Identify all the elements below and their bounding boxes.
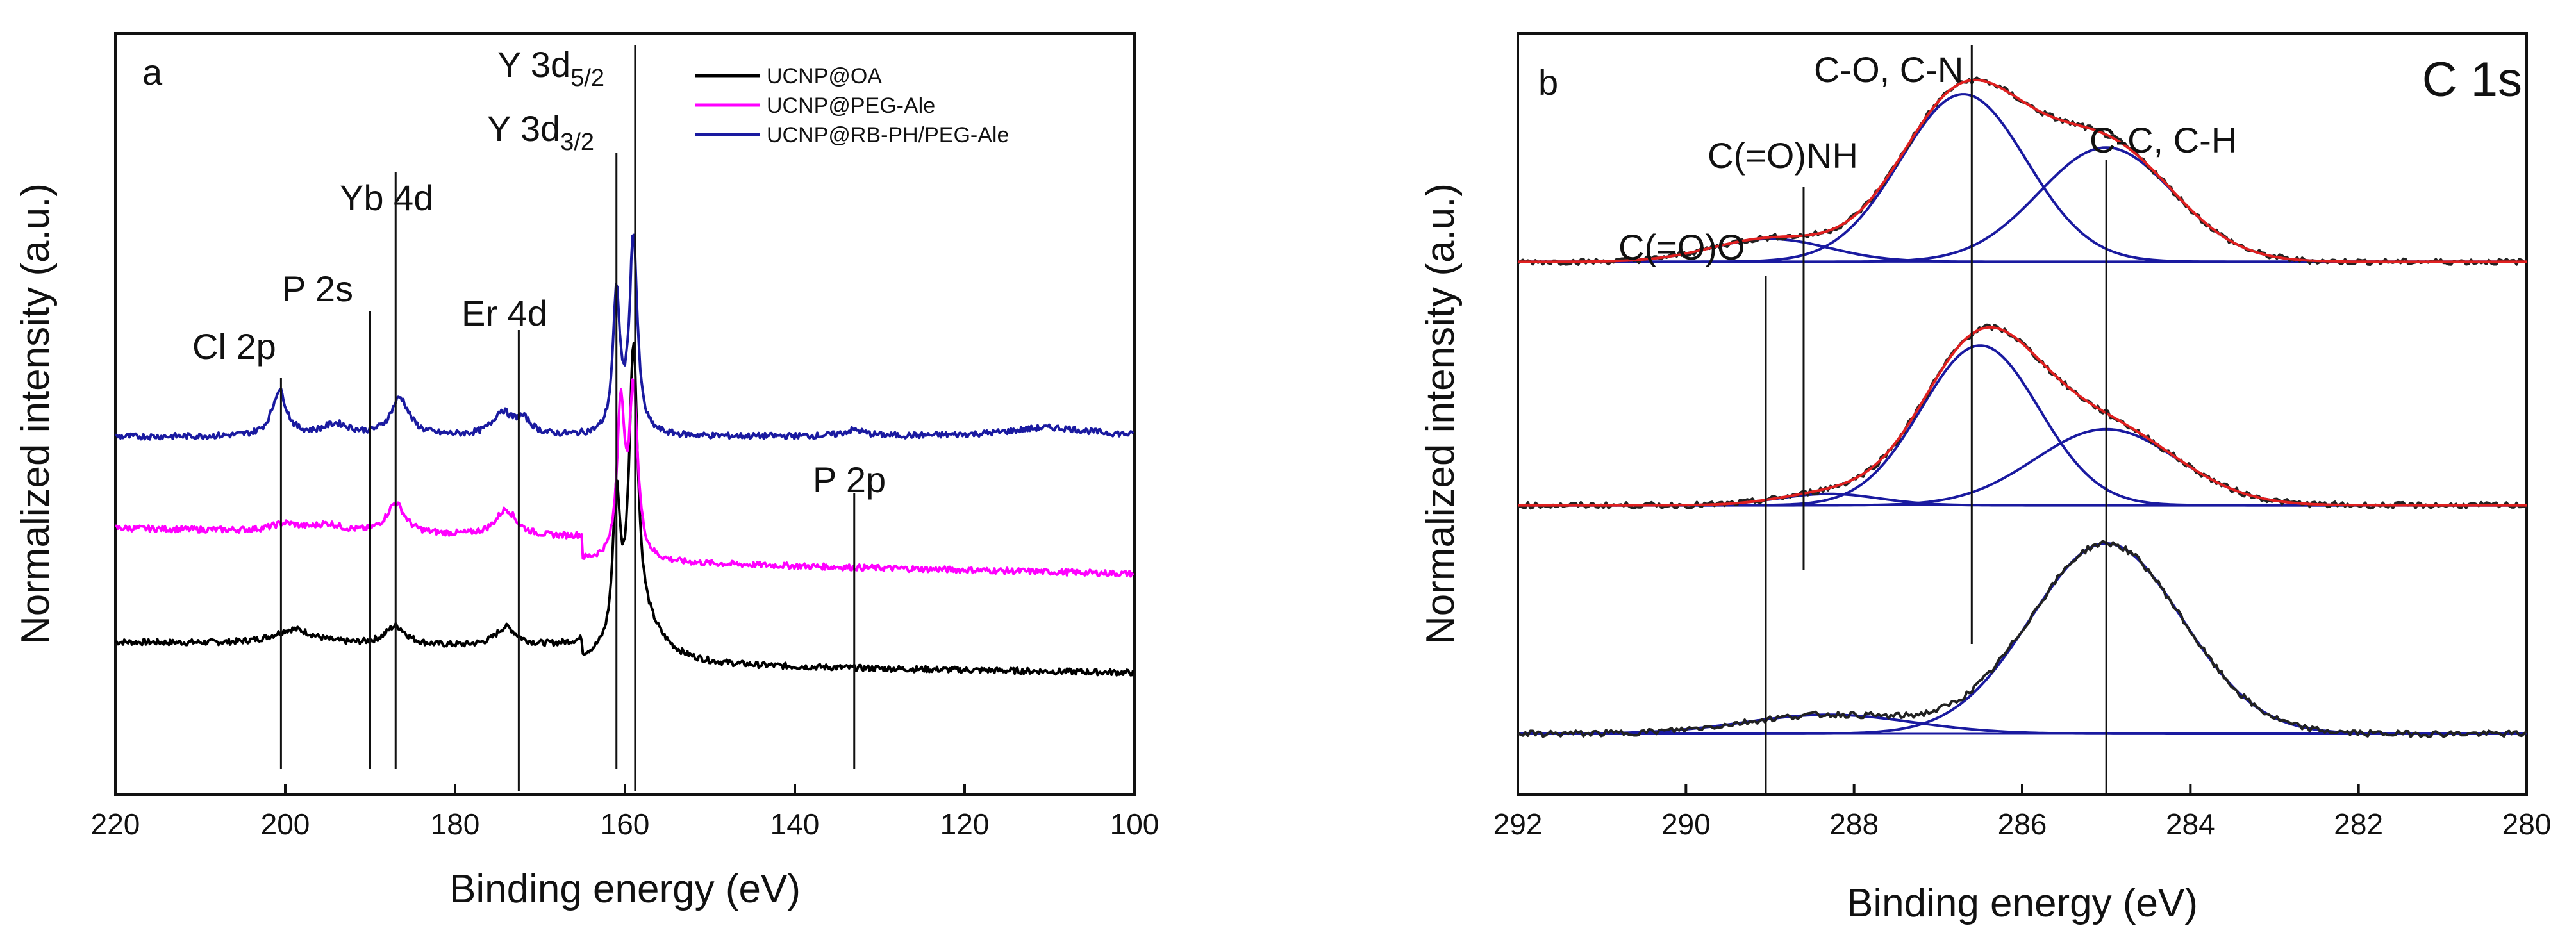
panel-a-series-line bbox=[115, 378, 1134, 578]
panel-a-peak-label: Er 4d bbox=[461, 293, 547, 333]
panel-b-xlabel: Binding energy (eV) bbox=[1847, 881, 2198, 925]
panel-b-component-peak bbox=[1518, 427, 2523, 507]
panel-b-fit-envelope bbox=[1518, 78, 2527, 263]
panel-b-peak-label: C-C, C-H bbox=[2090, 120, 2237, 160]
panel-b-spectrum-data bbox=[1517, 540, 2528, 738]
panel-b-xtick-label: 280 bbox=[2502, 807, 2552, 841]
panel-a-xlabel: Binding energy (eV) bbox=[449, 867, 801, 911]
panel-a-peak-label: Y 3d3/2 bbox=[487, 108, 594, 156]
panel-a-peak-label: Yb 4d bbox=[340, 178, 433, 218]
panel-b-xtick-label: 286 bbox=[1998, 807, 2047, 841]
panel-a-xtick-label: 220 bbox=[91, 807, 140, 841]
panel-a-peak-label: Y 3d5/2 bbox=[497, 44, 604, 92]
panel-b-spectrum-data bbox=[1517, 323, 2528, 510]
panel-b-fit-envelope bbox=[1518, 326, 2527, 507]
panel-b-xtick-label: 288 bbox=[1829, 807, 1879, 841]
panel-b-component-peak bbox=[1518, 492, 2523, 507]
panel-b-chart: b C 1s 292 290 288 286 284 282 280 C(=O)OC(=O)… bbox=[1418, 32, 2552, 925]
panel-a-xtick-label: 140 bbox=[770, 807, 820, 841]
panel-b-title: C 1s bbox=[2422, 53, 2522, 107]
panel-a-frame bbox=[114, 32, 1136, 796]
panel-a-xtick-label: 160 bbox=[601, 807, 650, 841]
panel-a-legend: UCNP@OA UCNP@PEG-Ale UCNP@RB-PH/PEG-Ale bbox=[695, 64, 1009, 147]
panel-a-legend-label: UCNP@PEG-Ale bbox=[767, 94, 935, 118]
panel-b-xtick-label: 290 bbox=[1661, 807, 1711, 841]
panel-a-ylabel: Normalized intensity (a.u.) bbox=[13, 183, 58, 645]
panel-b-peak-label: C(=O)O bbox=[1618, 227, 1745, 267]
panel-b-letter: b bbox=[1538, 62, 1558, 103]
panel-a-legend-label: UCNP@OA bbox=[767, 64, 882, 88]
panel-a-peak-label-sub: 5/2 bbox=[570, 65, 604, 92]
panel-a-peak-lines: Cl 2pP 2s Yb 4d Er 4d Y 3d3/2 Y 3d5/2 P 2p bbox=[192, 44, 886, 791]
panel-a-xtick-label: 200 bbox=[261, 807, 310, 841]
panel-a-series-line bbox=[115, 342, 1134, 677]
panel-b-peak-label: C(=O)NH bbox=[1708, 135, 1858, 176]
panel-a-xtick-label: 100 bbox=[1110, 807, 1159, 841]
panel-a-peak-label: P 2p bbox=[813, 459, 886, 500]
panel-b-curves bbox=[1517, 76, 2528, 738]
panel-b-component-peak bbox=[1518, 344, 2523, 507]
panel-b-xtick-label: 292 bbox=[1493, 807, 1543, 841]
panel-b-xtick-label: 284 bbox=[2166, 807, 2215, 841]
panel-a-peak-label: Cl 2p bbox=[192, 326, 276, 367]
panel-b-xticks: 292 290 288 286 284 282 280 bbox=[1493, 784, 2552, 841]
panel-b-component-peak bbox=[1518, 542, 2523, 735]
panel-b-peak-lines: C(=O)O C(=O)NH C-O, C-N C-C, C-H bbox=[1618, 45, 2237, 795]
panel-a-series-line bbox=[115, 233, 1134, 441]
panel-b-frame bbox=[1517, 32, 2528, 796]
panel-a-xticks: 220 200 180 160 140 120 100 bbox=[91, 784, 1159, 841]
panel-a-letter: a bbox=[142, 52, 163, 92]
panel-a-xtick-label: 180 bbox=[431, 807, 480, 841]
panel-a-peak-label: P 2s bbox=[282, 269, 353, 309]
panel-a-chart: a 220 200 180 160 140 120 100 Cl 2pP 2s Yb 4d Er… bbox=[13, 32, 1159, 911]
panel-a-curves bbox=[115, 233, 1134, 677]
panel-a-xtick-label: 120 bbox=[940, 807, 990, 841]
panel-a-legend-label: UCNP@RB-PH/PEG-Ale bbox=[767, 123, 1009, 147]
panel-a-peak-label-sub: 3/2 bbox=[560, 129, 594, 156]
panel-b-xtick-label: 282 bbox=[2334, 807, 2383, 841]
panel-b-peak-label: C-O, C-N bbox=[1814, 49, 1963, 90]
panel-b-ylabel: Normalized intensity (a.u.) bbox=[1418, 183, 1463, 645]
